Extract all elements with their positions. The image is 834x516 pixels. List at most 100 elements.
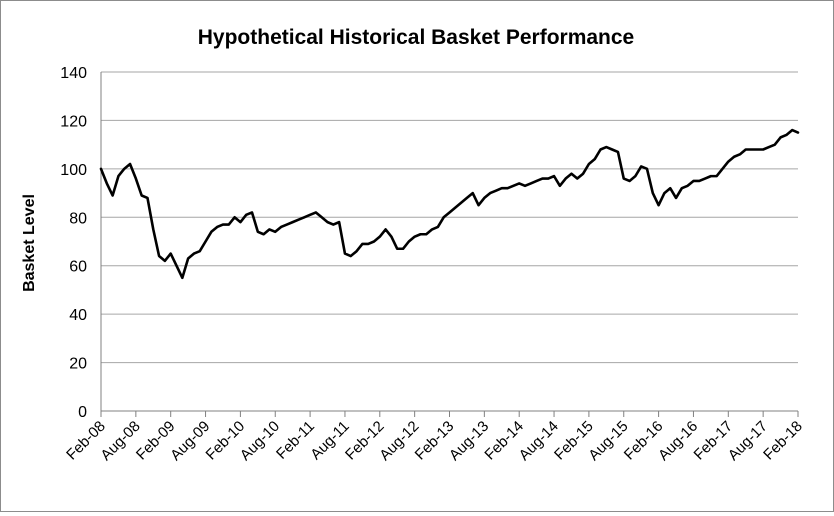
data-point (518, 182, 521, 185)
data-point (500, 187, 503, 190)
data-point (291, 221, 294, 224)
data-point (617, 151, 619, 153)
data-point (529, 182, 532, 185)
data-point (169, 252, 172, 255)
y-tick-label: 40 (69, 307, 87, 324)
data-point (512, 184, 515, 187)
data-point (413, 235, 416, 238)
data-point (744, 148, 747, 151)
data-point (785, 134, 788, 136)
gridlines (101, 71, 798, 364)
data-point (651, 192, 654, 194)
data-point (588, 163, 590, 165)
data-point (477, 204, 480, 207)
data-point (175, 264, 178, 267)
data-point (384, 228, 387, 231)
data-point (692, 180, 695, 182)
series-layer (99, 128, 800, 280)
data-point (634, 175, 637, 178)
data-point (605, 146, 608, 148)
data-point (407, 240, 410, 243)
data-point (686, 184, 689, 187)
data-point (140, 194, 143, 197)
data-point (657, 204, 660, 207)
data-point (163, 259, 166, 262)
y-tick-label: 20 (69, 356, 87, 373)
data-point (431, 228, 433, 231)
data-point (245, 213, 248, 216)
x-tick-label: Aug-14 (516, 418, 562, 464)
data-point (320, 216, 323, 219)
x-tick-label: Aug-12 (376, 418, 422, 464)
data-point (698, 180, 701, 182)
data-point (750, 148, 753, 151)
data-point (216, 226, 219, 228)
data-point (193, 252, 195, 255)
data-point (100, 167, 102, 170)
data-point (640, 165, 643, 168)
data-point (593, 158, 596, 161)
data-point (425, 233, 428, 236)
data-point (675, 197, 677, 199)
data-point (378, 235, 381, 238)
data-point (419, 233, 422, 236)
data-point (779, 136, 782, 139)
data-point (239, 221, 242, 224)
y-tick-labels: 0 20 40 60 80 100 120 140 (60, 65, 87, 421)
data-point (338, 221, 341, 224)
y-tick-label: 60 (69, 259, 87, 276)
data-point (309, 213, 311, 216)
data-point (274, 230, 277, 233)
y-tick-label: 140 (60, 65, 87, 82)
data-point (210, 230, 213, 233)
data-point (355, 250, 358, 253)
data-point (105, 182, 108, 185)
data-point (564, 177, 567, 180)
data-point (558, 184, 561, 187)
data-point (791, 129, 794, 132)
x-tick-label: Aug-10 (237, 418, 283, 464)
data-point (152, 228, 155, 231)
data-point (262, 233, 265, 236)
data-point (715, 175, 718, 178)
data-point (436, 226, 439, 228)
y-tick-label: 100 (60, 162, 87, 179)
data-point (402, 247, 404, 250)
data-point (709, 175, 712, 178)
data-point (628, 180, 631, 182)
y-tick-label: 120 (60, 113, 87, 130)
x-tick-label: Aug-09 (167, 418, 213, 464)
data-point (268, 228, 271, 231)
data-point (721, 167, 724, 170)
data-point (495, 189, 497, 192)
data-point (280, 226, 282, 228)
data-point (739, 153, 741, 156)
data-point (361, 243, 364, 245)
data-point (599, 148, 602, 151)
data-point (669, 187, 672, 190)
data-point (466, 197, 468, 199)
data-point (489, 192, 492, 194)
data-point (733, 155, 736, 158)
data-point (187, 257, 190, 260)
data-point (680, 187, 683, 190)
data-point (762, 148, 765, 151)
data-point (547, 177, 550, 180)
data-point (390, 235, 393, 238)
data-point (646, 167, 648, 170)
data-point (773, 143, 776, 146)
data-point (396, 247, 399, 250)
data-point (373, 240, 375, 243)
data-point (541, 177, 544, 180)
data-point (768, 146, 770, 148)
y-tick-label: 80 (69, 210, 87, 227)
y-axis-label: Basket Level (21, 194, 38, 292)
data-point (622, 177, 625, 180)
data-point (367, 243, 370, 245)
data-point (198, 250, 201, 253)
x-tick-label: Aug-08 (97, 418, 143, 464)
data-point (297, 218, 300, 221)
data-point (570, 172, 573, 175)
